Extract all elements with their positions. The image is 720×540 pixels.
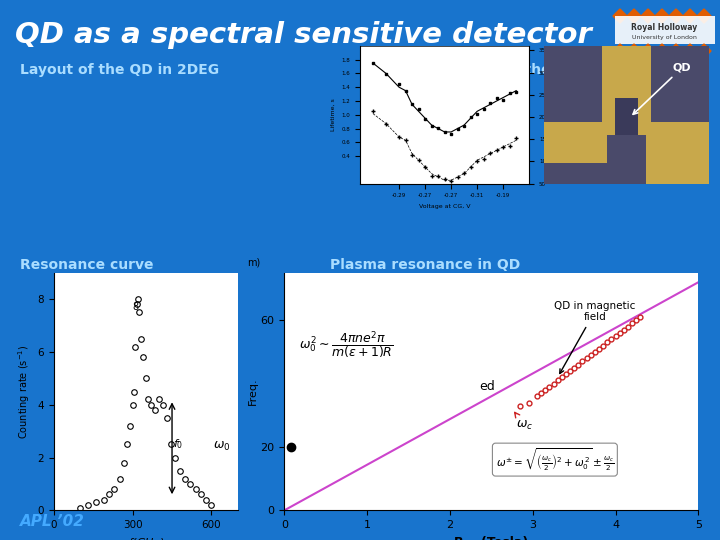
Text: $f_0$: $f_0$ — [174, 437, 184, 451]
Text: ed: ed — [479, 380, 495, 393]
X-axis label: Voltage at CG, V: Voltage at CG, V — [419, 204, 470, 209]
Text: m): m) — [247, 258, 261, 268]
Polygon shape — [697, 44, 711, 58]
Polygon shape — [697, 9, 711, 23]
Y-axis label: Counting rate (s$^{-1}$): Counting rate (s$^{-1}$) — [17, 345, 32, 438]
Text: QD in magnetic
field: QD in magnetic field — [554, 301, 636, 374]
Polygon shape — [641, 9, 655, 23]
Y-axis label: Freq.: Freq. — [248, 377, 258, 406]
Polygon shape — [669, 44, 683, 58]
Polygon shape — [627, 44, 641, 58]
Polygon shape — [641, 44, 655, 58]
Bar — [615, 98, 638, 136]
Text: $\omega_0^2 \sim \dfrac{4\pi n e^2 \pi}{m(\varepsilon+1)R}$: $\omega_0^2 \sim \dfrac{4\pi n e^2 \pi}{… — [300, 330, 394, 361]
Text: $\omega^{\pm} = \sqrt{\left(\frac{\omega_c}{2}\right)^2+ \omega_0^{\,2}} \pm \fr: $\omega^{\pm} = \sqrt{\left(\frac{\omega… — [495, 446, 614, 473]
Polygon shape — [683, 9, 697, 23]
Text: University of London: University of London — [631, 35, 696, 39]
X-axis label: $f$(GHz): $f$(GHz) — [127, 536, 164, 540]
Polygon shape — [613, 9, 627, 23]
Text: Plasma resonance in QD: Plasma resonance in QD — [330, 258, 521, 272]
Text: SEM images of the QD: SEM images of the QD — [405, 63, 579, 77]
Polygon shape — [627, 9, 641, 23]
Polygon shape — [683, 44, 697, 58]
Text: Resonance curve: Resonance curve — [20, 258, 153, 272]
Bar — [602, 46, 652, 98]
Text: APL ’02: APL ’02 — [20, 515, 85, 530]
Bar — [615, 16, 715, 44]
Bar — [638, 94, 652, 136]
X-axis label: B    (Tesla): B (Tesla) — [454, 536, 528, 540]
Text: $\omega_0$: $\omega_0$ — [213, 441, 230, 454]
Bar — [602, 94, 615, 136]
Bar — [544, 122, 606, 163]
Text: $\omega_c$: $\omega_c$ — [515, 413, 533, 432]
Y-axis label: Lifetime, s: Lifetime, s — [331, 98, 336, 131]
Polygon shape — [655, 9, 669, 23]
Text: Layout of the QD in 2DEG: Layout of the QD in 2DEG — [20, 63, 219, 77]
Text: QD as a spectral sensitive detector: QD as a spectral sensitive detector — [15, 21, 592, 49]
Polygon shape — [613, 44, 627, 58]
Text: QD: QD — [633, 63, 691, 114]
Text: Royal Holloway: Royal Holloway — [631, 24, 697, 32]
Polygon shape — [669, 9, 683, 23]
Bar — [647, 122, 709, 184]
Text: 8: 8 — [132, 302, 138, 312]
Polygon shape — [655, 44, 669, 58]
Y-axis label: Number of counts: Number of counts — [555, 90, 560, 139]
